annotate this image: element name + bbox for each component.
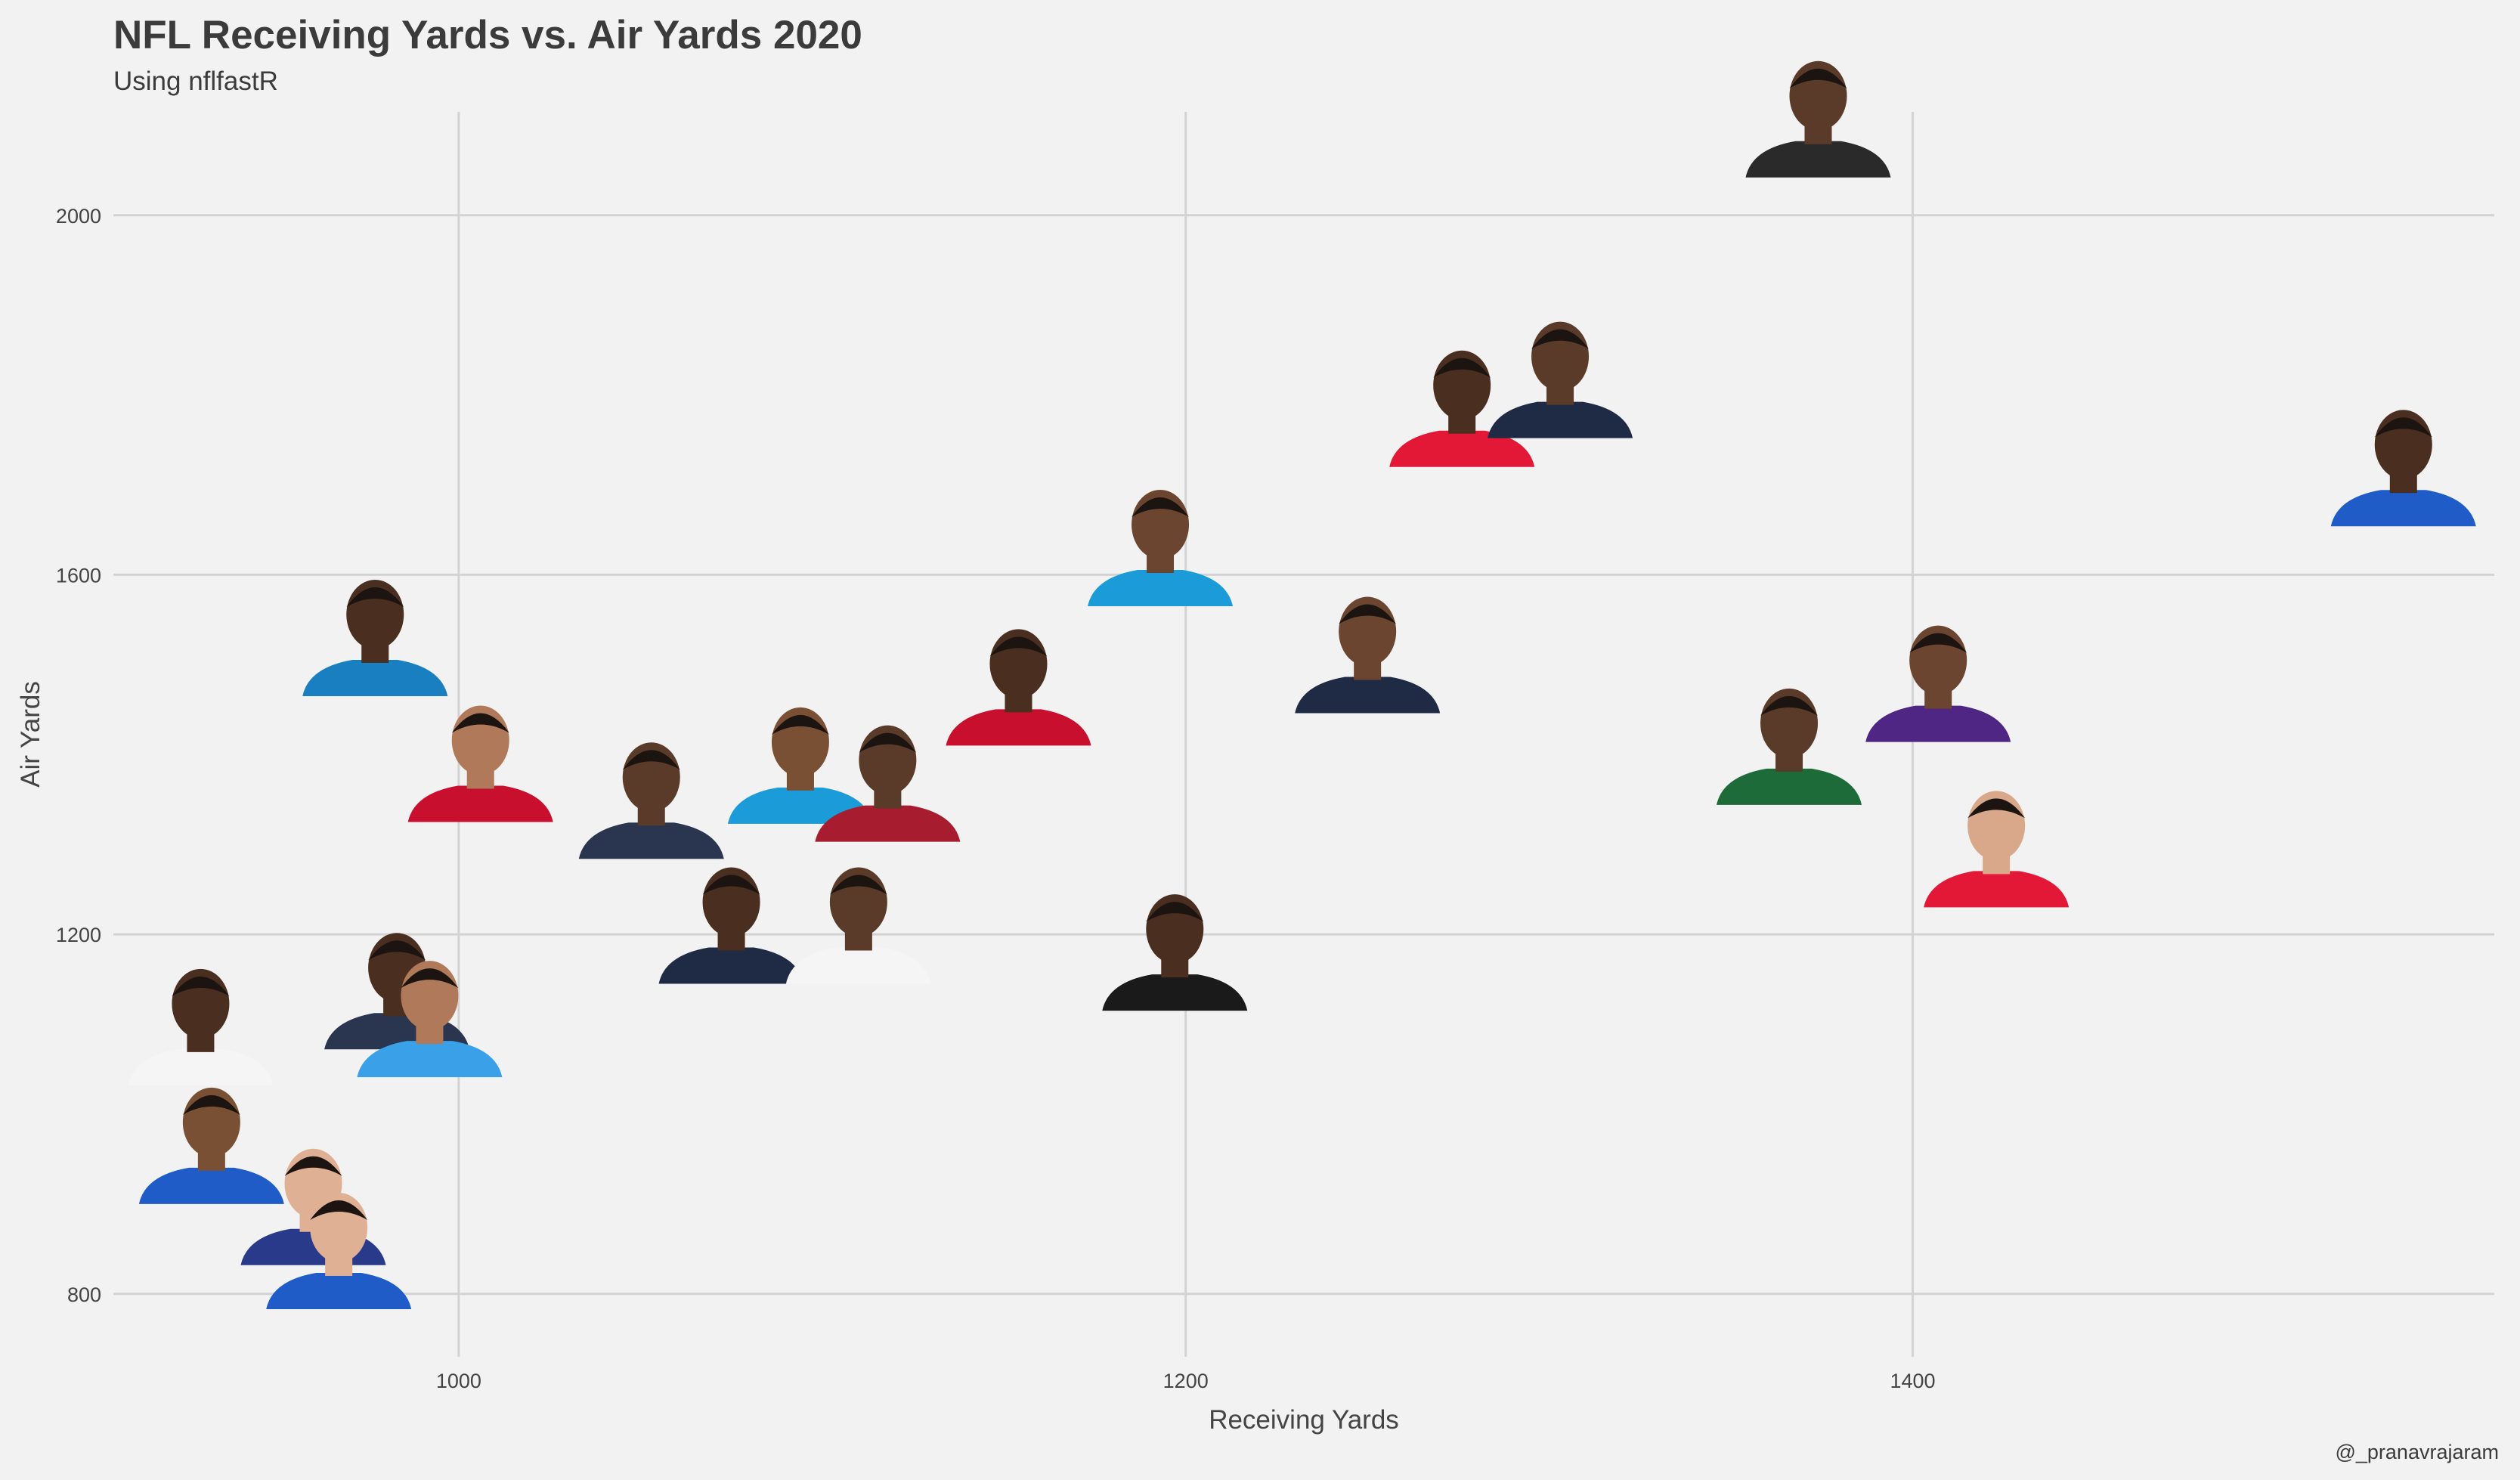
player-headshot-point xyxy=(1865,625,2011,742)
player-headshot-point xyxy=(1717,688,1862,805)
y-tick-label: 2000 xyxy=(56,205,101,228)
player-headshot-point xyxy=(1088,490,1234,607)
hair-shape xyxy=(1146,902,1204,922)
player-headshot-point xyxy=(815,725,961,842)
y-tick-label: 1600 xyxy=(56,564,101,587)
jersey-shape xyxy=(1088,570,1234,607)
hair-shape xyxy=(182,1095,240,1115)
player-headshot-point xyxy=(357,961,503,1078)
hair-shape xyxy=(368,940,426,961)
jersey-shape xyxy=(1745,141,1891,178)
jersey-shape xyxy=(357,1041,503,1078)
hair-shape xyxy=(622,750,680,770)
x-tick-label: 1200 xyxy=(1163,1370,1209,1392)
hair-shape xyxy=(1339,604,1397,624)
player-headshot-point xyxy=(727,707,873,824)
hair-shape xyxy=(989,636,1048,657)
y-tick-label: 800 xyxy=(67,1283,101,1306)
jersey-shape xyxy=(302,659,448,696)
player-headshot-point xyxy=(407,705,553,822)
jersey-shape xyxy=(1488,401,1633,438)
player-headshot-point xyxy=(128,968,274,1085)
jersey-shape xyxy=(2330,490,2476,527)
hair-shape xyxy=(1760,695,1819,716)
jersey-shape xyxy=(407,785,553,822)
jersey-shape xyxy=(1102,974,1248,1011)
hair-shape xyxy=(829,875,887,895)
jersey-shape xyxy=(128,1048,274,1085)
player-headshot-point xyxy=(1488,321,1633,438)
player-headshot-point xyxy=(1745,60,1891,178)
hair-shape xyxy=(1789,68,1847,88)
player-headshot-point xyxy=(946,629,1091,746)
x-tick-label: 1000 xyxy=(436,1370,481,1392)
chart-subtitle: Using nflfastR xyxy=(113,67,278,96)
jersey-shape xyxy=(785,947,931,984)
data-points xyxy=(128,60,2476,1309)
player-headshot-point xyxy=(1295,596,1441,714)
player-headshot-point xyxy=(138,1087,284,1204)
hair-shape xyxy=(1909,633,1967,653)
jersey-shape xyxy=(578,822,724,859)
jersey-shape xyxy=(1717,768,1862,805)
hair-shape xyxy=(1531,329,1590,349)
player-headshot-point xyxy=(240,1148,386,1265)
author-caption: @_pranavrajaram xyxy=(2335,1441,2499,1463)
x-axis-label: Receiving Yards xyxy=(1209,1405,1399,1435)
jersey-shape xyxy=(138,1167,284,1204)
player-headshot-point xyxy=(658,867,804,984)
jersey-shape xyxy=(1924,871,2070,908)
chart-title: NFL Receiving Yards vs. Air Yards 2020 xyxy=(113,13,862,57)
player-headshot-point xyxy=(302,579,448,696)
jersey-shape xyxy=(658,947,804,984)
hair-shape xyxy=(1433,358,1491,378)
player-headshot-point xyxy=(1102,894,1248,1011)
player-headshot-point xyxy=(2330,410,2476,527)
x-tick-label: 1400 xyxy=(1890,1370,1935,1392)
hair-shape xyxy=(172,976,230,996)
jersey-shape xyxy=(1389,430,1535,467)
hair-shape xyxy=(1132,497,1190,518)
axis-ticks: 1000 1200 1400 800 1200 1600 2000 xyxy=(56,205,1936,1392)
y-axis-label: Air Yards xyxy=(16,681,45,788)
hair-shape xyxy=(1967,798,2026,819)
player-headshot-point xyxy=(266,1192,412,1309)
jersey-shape xyxy=(815,805,961,842)
hair-shape xyxy=(451,713,509,733)
hair-shape xyxy=(702,875,760,895)
player-headshot-point xyxy=(1924,791,2070,908)
hair-shape xyxy=(859,732,917,753)
player-headshot-point xyxy=(1389,350,1535,467)
jersey-shape xyxy=(1295,677,1441,714)
hair-shape xyxy=(346,587,404,607)
jersey-shape xyxy=(1865,705,2011,742)
hair-shape xyxy=(401,968,459,989)
jersey-shape xyxy=(266,1272,412,1309)
player-headshot-point xyxy=(578,742,724,859)
hair-shape xyxy=(284,1156,342,1176)
jersey-shape xyxy=(946,709,1091,746)
hair-shape xyxy=(771,714,829,735)
hair-shape xyxy=(310,1200,368,1220)
hair-shape xyxy=(2374,417,2432,438)
player-headshot-point xyxy=(785,867,931,984)
y-tick-label: 1200 xyxy=(56,924,101,946)
